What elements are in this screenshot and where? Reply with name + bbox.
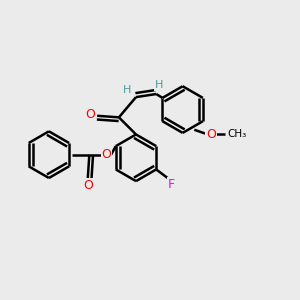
Text: H: H bbox=[155, 80, 164, 90]
Text: H: H bbox=[122, 85, 131, 95]
Text: O: O bbox=[83, 179, 93, 192]
Text: O: O bbox=[206, 128, 216, 141]
Text: O: O bbox=[85, 108, 95, 121]
Text: CH₃: CH₃ bbox=[227, 129, 246, 140]
Text: O: O bbox=[101, 148, 111, 161]
Text: F: F bbox=[168, 178, 175, 191]
